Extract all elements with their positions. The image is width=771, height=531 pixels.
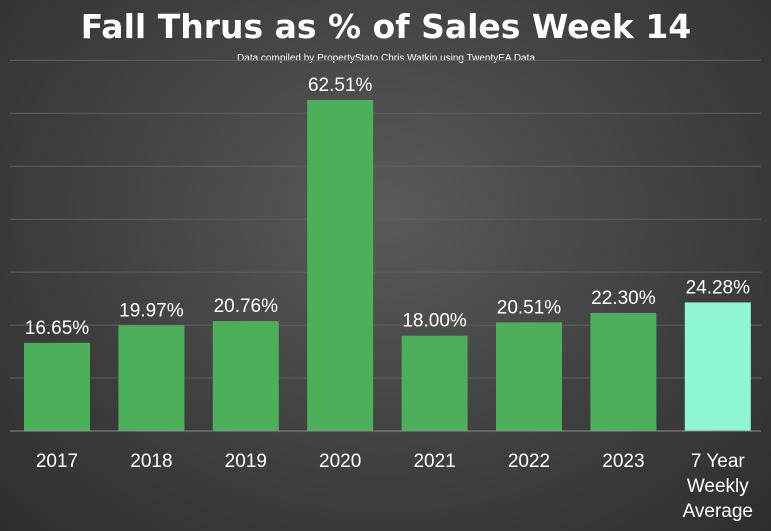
chart-title: Fall Thrus as % of Sales Week 14 [81, 7, 692, 46]
bar-6 [590, 312, 657, 431]
value-label-4: 18.00% [402, 311, 467, 332]
value-label-0: 16.65% [25, 318, 90, 339]
x-label-1: 2018 [130, 451, 172, 472]
bar-7 [684, 302, 751, 431]
value-label-2: 20.76% [214, 296, 279, 317]
value-label-3: 62.51% [308, 75, 373, 96]
value-label-5: 20.51% [497, 297, 562, 318]
chart-subtitle: Data compiled by PropertyStato Chris Wat… [237, 53, 535, 64]
x-label-4: 2021 [413, 451, 455, 472]
x-label-0: 2017 [36, 451, 78, 472]
x-label-6: 2023 [602, 451, 644, 472]
x-axis-labels: 2017 2018 2019 2020 2021 2022 2023 7 Year Weekly… [36, 451, 753, 522]
value-labels: 16.65% 19.97% 20.76% 62.51% 18.00% 20.51% 22.3… [25, 75, 750, 339]
bar-3 [307, 100, 374, 431]
bar-5 [496, 322, 562, 431]
bar-4 [401, 335, 468, 431]
bars [24, 100, 751, 431]
bar-0 [24, 342, 90, 431]
x-label-2: 2019 [225, 451, 267, 472]
value-label-1: 19.97% [119, 300, 184, 321]
gridlines [10, 59, 761, 379]
bar-2 [212, 321, 279, 431]
x-label-7: 7 Year Weekly Average [683, 451, 753, 522]
bar-1 [118, 325, 185, 431]
value-label-6: 22.30% [591, 288, 656, 309]
x-label-5: 2022 [508, 451, 550, 472]
x-label-3: 2020 [319, 451, 361, 472]
value-label-7: 24.28% [686, 277, 751, 298]
